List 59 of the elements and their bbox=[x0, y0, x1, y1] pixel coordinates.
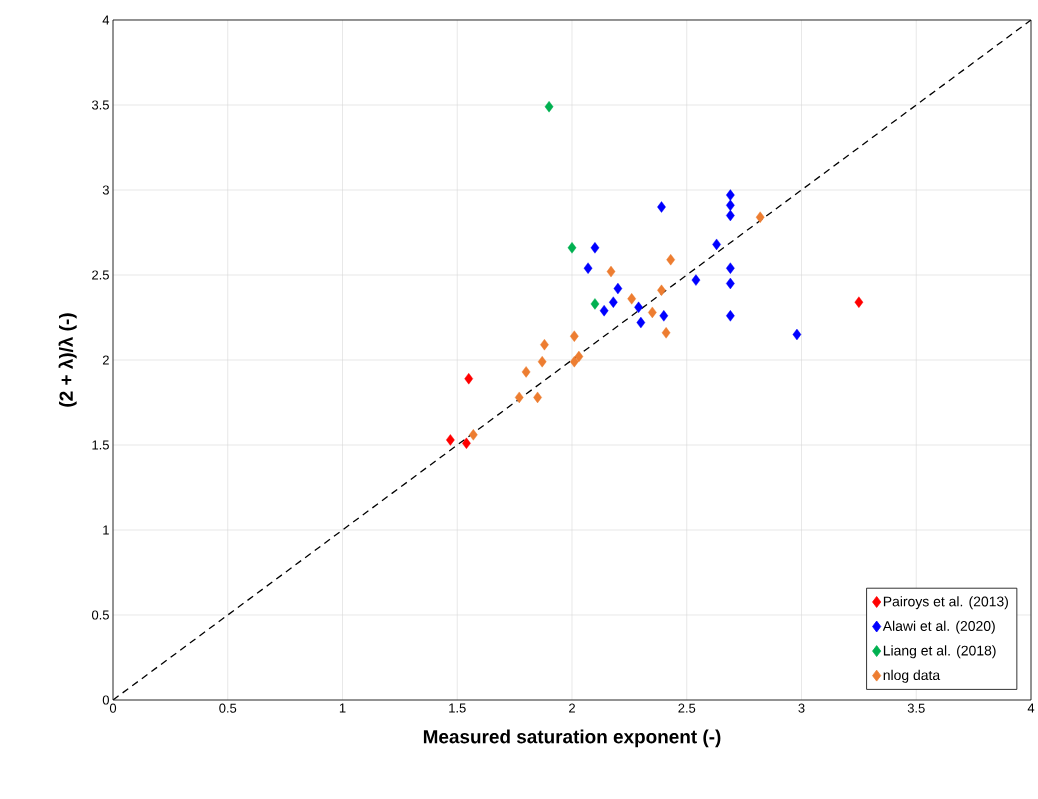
point bbox=[537, 356, 547, 368]
point bbox=[636, 316, 646, 329]
point bbox=[726, 310, 735, 322]
point bbox=[666, 254, 675, 266]
point bbox=[583, 262, 593, 274]
y-tick-label: 3.5 bbox=[91, 100, 109, 110]
point bbox=[544, 101, 554, 113]
point bbox=[726, 199, 735, 211]
point bbox=[691, 274, 701, 286]
y-axis-title: (2 + λ)/λ (-) bbox=[58, 313, 77, 407]
point bbox=[657, 284, 666, 296]
point bbox=[606, 265, 616, 278]
y-tick-label: 0.5 bbox=[91, 610, 109, 620]
point bbox=[464, 373, 474, 385]
point bbox=[569, 330, 579, 342]
legend-label: Liang et al. (2018) bbox=[883, 645, 996, 659]
point bbox=[627, 293, 636, 305]
x-axis-title: Measured saturation exponent (-) bbox=[423, 729, 721, 748]
point bbox=[661, 327, 671, 339]
point bbox=[599, 305, 609, 317]
point bbox=[726, 189, 735, 201]
point bbox=[514, 391, 524, 404]
legend-label: Pairoys et al. (2013) bbox=[883, 596, 1008, 610]
point bbox=[590, 298, 600, 310]
point bbox=[854, 296, 864, 308]
y-tick-label: 1.5 bbox=[92, 440, 109, 450]
point bbox=[590, 242, 600, 254]
y-tick-label: 3 bbox=[102, 185, 109, 195]
point bbox=[726, 262, 735, 274]
x-tick-label: 3 bbox=[798, 703, 805, 713]
point bbox=[634, 301, 643, 313]
y-tick-label: 4 bbox=[102, 15, 110, 25]
x-tick-label: 0 bbox=[109, 703, 117, 713]
x-tick-label: 0.5 bbox=[219, 703, 237, 713]
y-tick-label: 1 bbox=[103, 525, 109, 535]
x-tick-label: 1 bbox=[339, 703, 346, 713]
point bbox=[792, 328, 802, 341]
x-tick-label: 1.5 bbox=[449, 703, 466, 713]
point bbox=[567, 242, 577, 254]
y-tick-label: 2.5 bbox=[92, 270, 109, 280]
point bbox=[657, 201, 666, 213]
y-tick-label: 0 bbox=[102, 695, 109, 705]
x-tick-label: 3.5 bbox=[907, 703, 925, 713]
point bbox=[521, 366, 531, 378]
point bbox=[755, 211, 765, 223]
x-tick-label: 2 bbox=[569, 703, 575, 713]
point bbox=[609, 296, 618, 308]
point bbox=[462, 437, 471, 449]
legend-label: nlog data bbox=[883, 669, 941, 683]
point bbox=[613, 282, 623, 295]
legend-label: Alawi et al. (2020) bbox=[882, 620, 995, 634]
point bbox=[574, 350, 584, 363]
point bbox=[469, 429, 478, 441]
y-tick-label: 2 bbox=[102, 355, 109, 365]
x-tick-label: 2.5 bbox=[678, 703, 696, 713]
point bbox=[659, 310, 669, 322]
point bbox=[540, 339, 549, 351]
x-tick-label: 4 bbox=[1027, 703, 1035, 713]
point bbox=[446, 434, 455, 446]
